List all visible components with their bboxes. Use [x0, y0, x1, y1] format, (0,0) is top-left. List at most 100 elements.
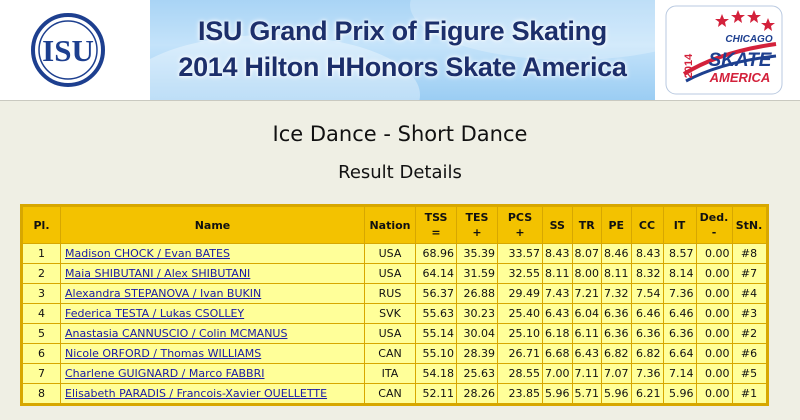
col-header-pcs: PCS +	[497, 205, 543, 244]
cell-tes: 26.88	[456, 283, 498, 304]
cell-nation: CAN	[364, 343, 416, 364]
col-header-starting-number: StN.	[731, 205, 768, 244]
cell-pcs: 25.40	[497, 303, 543, 324]
cell-tss: 64.14	[415, 263, 457, 284]
cell-deduction: 0.00	[695, 283, 733, 304]
cell-starting-number: #5	[731, 363, 768, 384]
stars-icon	[715, 10, 775, 31]
cell-it: 7.36	[662, 283, 697, 304]
skate-america-logo[interactable]: CHICAGO 2014 SKATE AMERICA	[664, 4, 784, 96]
cell-cc: 6.21	[630, 383, 664, 405]
cell-name: Madison CHOCK / Evan BATES	[60, 243, 365, 264]
cell-name: Elisabeth PARADIS / Francois-Xavier OUEL…	[60, 383, 365, 405]
svg-text:CHICAGO: CHICAGO	[725, 34, 772, 45]
cell-tes: 28.26	[456, 383, 498, 405]
cell-it: 8.57	[662, 243, 697, 264]
cell-tes: 25.63	[456, 363, 498, 384]
cell-deduction: 0.00	[695, 263, 733, 284]
cell-ss: 7.43	[542, 283, 573, 304]
cell-cc: 6.36	[630, 323, 664, 344]
col-header-deduction: Ded. -	[695, 205, 733, 244]
competitor-link[interactable]: Alexandra STEPANOVA / Ivan BUKIN	[65, 287, 262, 300]
cell-place: 6	[21, 343, 61, 364]
cell-ss: 6.43	[542, 303, 573, 324]
cell-nation: CAN	[364, 383, 416, 405]
col-header-place: Pl.	[21, 205, 61, 244]
competitor-link[interactable]: Nicole ORFORD / Thomas WILLIAMS	[65, 347, 262, 360]
cell-tss: 52.11	[415, 383, 457, 405]
col-header-nation: Nation	[364, 205, 416, 244]
competitor-link[interactable]: Maia SHIBUTANI / Alex SHIBUTANI	[65, 267, 251, 280]
banner-title-line-2: 2014 Hilton HHonors Skate America	[178, 52, 627, 82]
cell-nation: USA	[364, 243, 416, 264]
competitor-link[interactable]: Charlene GUIGNARD / Marco FABBRI	[65, 367, 265, 380]
page-header: ISU ISU Grand Prix of Figure Skating 201…	[0, 0, 800, 101]
table-header-row: Pl. Name Nation TSS = TES + PCS + SS TR PE …	[21, 205, 768, 244]
page-subtitle: Result Details	[338, 162, 462, 183]
cell-tes: 31.59	[456, 263, 498, 284]
cell-ss: 5.96	[542, 383, 573, 405]
cell-starting-number: #4	[731, 283, 768, 304]
cell-pe: 6.36	[601, 323, 632, 344]
table-row: 2 Maia SHIBUTANI / Alex SHIBUTANI USA 64…	[21, 263, 768, 284]
cell-ss: 6.18	[542, 323, 573, 344]
cell-starting-number: #7	[731, 263, 768, 284]
svg-text:SKATE: SKATE	[709, 50, 773, 71]
results-table: Pl. Name Nation TSS = TES + PCS + SS TR PE …	[20, 204, 769, 406]
cell-ss: 8.43	[542, 243, 573, 264]
cell-pe: 7.32	[601, 283, 632, 304]
cell-tes: 30.23	[456, 303, 498, 324]
competitor-link[interactable]: Elisabeth PARADIS / Francois-Xavier OUEL…	[65, 387, 328, 400]
cell-tss: 55.14	[415, 323, 457, 344]
cell-place: 4	[21, 303, 61, 324]
cell-tss: 55.10	[415, 343, 457, 364]
cell-tr: 6.04	[571, 303, 602, 324]
col-header-tr: TR	[571, 205, 602, 244]
table-row: 4 Federica TESTA / Lukas CSOLLEY SVK 55.…	[21, 303, 768, 324]
cell-tr: 6.43	[571, 343, 602, 364]
cell-tss: 56.37	[415, 283, 457, 304]
cell-cc: 6.46	[630, 303, 664, 324]
svg-text:2014: 2014	[683, 53, 695, 78]
cell-nation: USA	[364, 323, 416, 344]
page-title: Ice Dance - Short Dance	[272, 122, 528, 146]
cell-name: Charlene GUIGNARD / Marco FABBRI	[60, 363, 365, 384]
cell-pe: 5.96	[601, 383, 632, 405]
cell-pe: 6.36	[601, 303, 632, 324]
cell-it: 5.96	[662, 383, 697, 405]
cell-name: Maia SHIBUTANI / Alex SHIBUTANI	[60, 263, 365, 284]
cell-tss: 55.63	[415, 303, 457, 324]
cell-nation: USA	[364, 263, 416, 284]
cell-ss: 8.11	[542, 263, 573, 284]
isu-logo[interactable]: ISU	[28, 13, 108, 87]
cell-name: Federica TESTA / Lukas CSOLLEY	[60, 303, 365, 324]
cell-place: 3	[21, 283, 61, 304]
cell-cc: 7.36	[630, 363, 664, 384]
cell-ss: 7.00	[542, 363, 573, 384]
col-header-ss: SS	[542, 205, 573, 244]
table-row: 3 Alexandra STEPANOVA / Ivan BUKIN RUS 5…	[21, 283, 768, 304]
table-row: 6 Nicole ORFORD / Thomas WILLIAMS CAN 55…	[21, 343, 768, 364]
col-header-cc: CC	[630, 205, 664, 244]
cell-nation: SVK	[364, 303, 416, 324]
cell-tes: 35.39	[456, 243, 498, 264]
cell-deduction: 0.00	[695, 303, 733, 324]
cell-deduction: 0.00	[695, 243, 733, 264]
cell-pe: 7.07	[601, 363, 632, 384]
cell-pe: 8.11	[601, 263, 632, 284]
cell-tss: 54.18	[415, 363, 457, 384]
cell-tr: 7.21	[571, 283, 602, 304]
cell-place: 8	[21, 383, 61, 405]
competitor-link[interactable]: Madison CHOCK / Evan BATES	[65, 247, 230, 260]
col-header-it: IT	[662, 205, 697, 244]
competitor-link[interactable]: Anastasia CANNUSCIO / Colin MCMANUS	[65, 327, 288, 340]
competitor-link[interactable]: Federica TESTA / Lukas CSOLLEY	[65, 307, 245, 320]
cell-cc: 8.43	[630, 243, 664, 264]
table-row: 8 Elisabeth PARADIS / Francois-Xavier OU…	[21, 383, 768, 405]
cell-place: 7	[21, 363, 61, 384]
cell-tr: 5.71	[571, 383, 602, 405]
cell-pcs: 32.55	[497, 263, 543, 284]
cell-place: 1	[21, 243, 61, 264]
cell-pcs: 23.85	[497, 383, 543, 405]
cell-cc: 7.54	[630, 283, 664, 304]
